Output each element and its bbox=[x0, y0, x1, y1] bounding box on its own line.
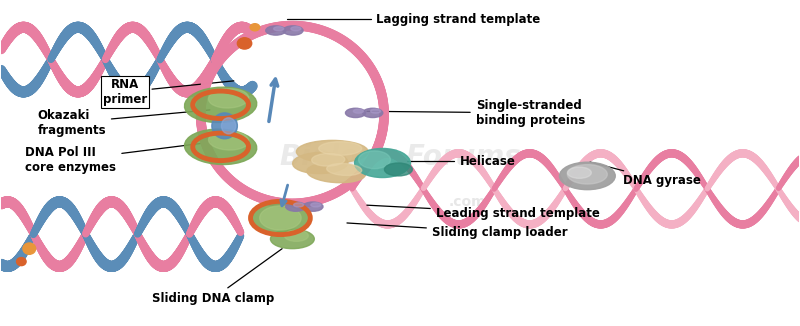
Ellipse shape bbox=[293, 152, 348, 174]
Text: Sliding DNA clamp: Sliding DNA clamp bbox=[151, 249, 282, 305]
Text: Helicase: Helicase bbox=[406, 155, 516, 168]
Ellipse shape bbox=[274, 27, 284, 31]
Ellipse shape bbox=[307, 163, 366, 183]
Ellipse shape bbox=[17, 258, 26, 266]
Ellipse shape bbox=[222, 118, 236, 134]
Text: DNA Pol III
core enzymes: DNA Pol III core enzymes bbox=[26, 142, 210, 174]
Ellipse shape bbox=[185, 87, 257, 123]
Ellipse shape bbox=[318, 142, 362, 155]
Text: Leading strand template: Leading strand template bbox=[367, 205, 600, 220]
Ellipse shape bbox=[23, 243, 36, 254]
Text: Lagging strand template: Lagging strand template bbox=[287, 13, 540, 26]
Ellipse shape bbox=[260, 206, 301, 230]
Ellipse shape bbox=[312, 154, 345, 166]
Ellipse shape bbox=[362, 108, 382, 118]
Ellipse shape bbox=[303, 202, 323, 211]
Ellipse shape bbox=[283, 26, 303, 35]
Text: .com: .com bbox=[449, 195, 486, 209]
Ellipse shape bbox=[212, 113, 238, 139]
Ellipse shape bbox=[310, 203, 321, 207]
Ellipse shape bbox=[326, 163, 362, 175]
Text: DNA gyrase: DNA gyrase bbox=[590, 162, 701, 187]
Ellipse shape bbox=[370, 109, 381, 113]
Ellipse shape bbox=[559, 162, 615, 190]
Ellipse shape bbox=[567, 165, 607, 184]
Ellipse shape bbox=[252, 202, 309, 234]
Text: Sliding clamp loader: Sliding clamp loader bbox=[347, 223, 567, 239]
Ellipse shape bbox=[354, 109, 363, 113]
Ellipse shape bbox=[285, 230, 308, 241]
Ellipse shape bbox=[296, 141, 368, 163]
Ellipse shape bbox=[209, 131, 249, 150]
Ellipse shape bbox=[250, 24, 260, 31]
Ellipse shape bbox=[185, 129, 257, 165]
Ellipse shape bbox=[209, 89, 249, 108]
Ellipse shape bbox=[567, 167, 591, 178]
Ellipse shape bbox=[238, 38, 252, 49]
Ellipse shape bbox=[270, 229, 314, 249]
Ellipse shape bbox=[266, 26, 286, 35]
Ellipse shape bbox=[354, 148, 410, 178]
Ellipse shape bbox=[346, 108, 366, 118]
Ellipse shape bbox=[294, 203, 304, 207]
Ellipse shape bbox=[358, 151, 390, 169]
Text: Biology Forums: Biology Forums bbox=[280, 142, 520, 170]
Ellipse shape bbox=[286, 202, 306, 211]
Text: Single-stranded
binding proteins: Single-stranded binding proteins bbox=[367, 99, 585, 127]
Text: Okazaki
fragments: Okazaki fragments bbox=[38, 109, 210, 137]
Ellipse shape bbox=[291, 27, 301, 31]
Text: RNA
primer: RNA primer bbox=[103, 78, 234, 106]
Ellipse shape bbox=[385, 163, 412, 176]
